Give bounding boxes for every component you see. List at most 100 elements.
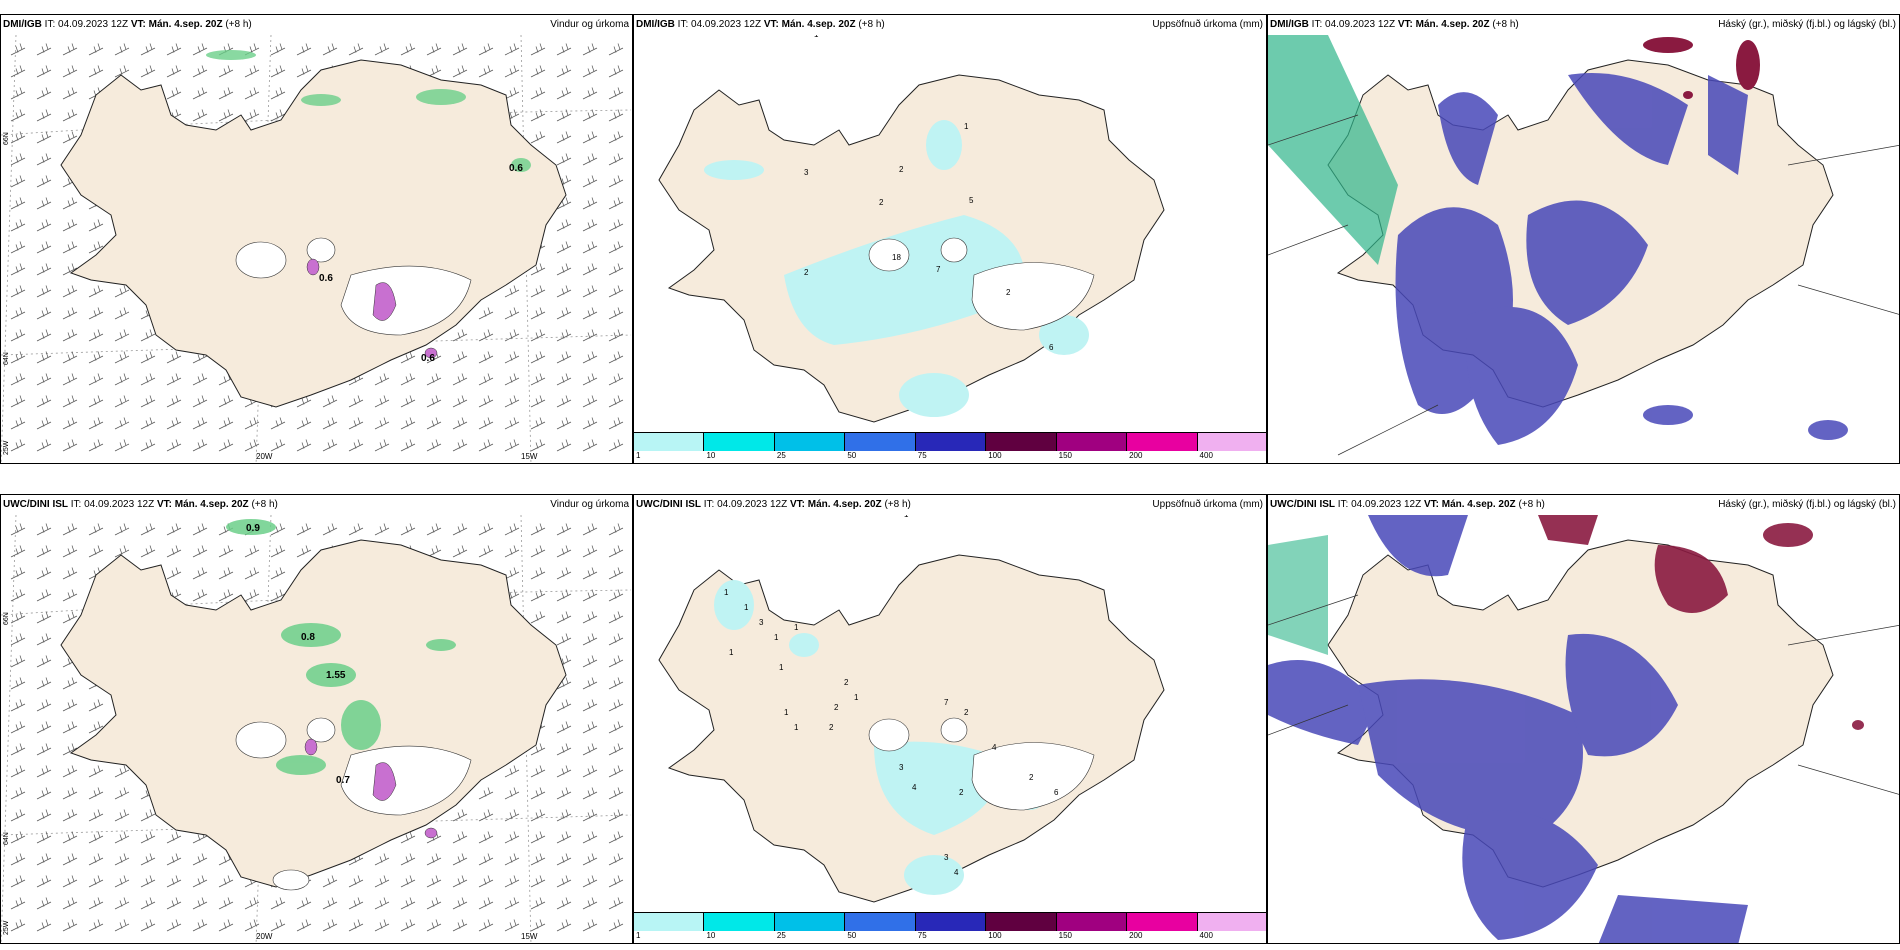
wind-barb [10,263,26,276]
wind-barb [218,897,234,910]
wind-barb [114,285,130,298]
wind-barb [218,439,234,452]
wind-barb [10,109,26,122]
wind-barb [62,197,78,210]
wind-barb [608,743,624,756]
wind-barb [556,765,572,778]
wind-barb [270,897,286,910]
wind-barb [114,43,130,56]
precip-value-label: 1 [854,693,859,702]
wind-barb [114,765,130,778]
colorbar-swatch [774,433,846,451]
panel-top-left-wind: DMI/IGB IT: 04.09.2023 12Z VT: Mán. 4.se… [0,14,633,464]
wind-barb [62,263,78,276]
wind-barb [62,351,78,364]
precip-value-label: 1 [779,663,784,672]
wind-barb [348,43,364,56]
wind-barb [556,721,572,734]
wind-barb [374,43,390,56]
wind-barb [62,307,78,320]
colorbar-swatch [1056,433,1128,451]
wind-barb [556,285,572,298]
colorbar-swatch [1197,913,1266,931]
wind-barb [556,307,572,320]
wind-barb [478,307,494,320]
colorbar-tick: 25 [776,931,786,940]
wind-barb [140,831,156,844]
wind-barb [36,809,52,822]
precip-value-label: 1 [964,122,969,131]
precip-value-label: 2 [899,165,904,174]
wind-barb [192,875,208,888]
colorbar-swatch [704,913,775,931]
wind-barb [530,875,546,888]
wind-barb [36,109,52,122]
wind-barb [374,523,390,536]
wind-barb [582,523,598,536]
wind-barb [556,439,572,452]
wind-barb [608,787,624,800]
wind-barb [36,699,52,712]
wind-barb [504,351,520,364]
wind-barb [504,831,520,844]
panel-bot-right-clouds: UWC/DINI ISL IT: 04.09.2023 12Z VT: Mán.… [1267,494,1900,944]
wind-barb [192,109,208,122]
panel-top-right-clouds: DMI/IGB IT: 04.09.2023 12Z VT: Mán. 4.se… [1267,14,1900,464]
wind-barb [504,875,520,888]
wind-barb [530,87,546,100]
wind-barb [322,417,338,430]
wind-barb [556,633,572,646]
lon-label-15w: 15W [521,452,538,461]
wind-barb [530,523,546,536]
wind-barb [36,523,52,536]
wind-barb [62,919,78,932]
wind-barb [582,765,598,778]
wind-barb [582,897,598,910]
wind-barb [556,677,572,690]
colorbar-swatch [774,913,846,931]
wind-barb [478,831,494,844]
precip-value-label: 5 [969,196,974,205]
wind-barb [452,523,468,536]
wind-barb [426,417,442,430]
wind-barb [530,853,546,866]
wind-barb [10,153,26,166]
wind-barb [10,853,26,866]
wind-barb [166,351,182,364]
wind-barb [114,787,130,800]
wind-barb [608,699,624,712]
wind-barb [140,853,156,866]
panel-top-mid-precip: DMI/IGB IT: 04.09.2023 12Z VT: Mán. 4.se… [633,14,1267,464]
colorbar-swatch [845,913,916,931]
wind-barb [582,743,598,756]
wind-barb [166,567,182,580]
wind-barb [582,219,598,232]
wind-barb [504,787,520,800]
wind-barb [140,809,156,822]
wind-barb [478,853,494,866]
colorbar-tick: 10 [706,931,716,940]
wind-barb [114,395,130,408]
wind-barb [10,373,26,386]
precip-value-label: 6 [1054,788,1059,797]
precip-value-label: 1 [794,723,799,732]
wind-barb [400,875,416,888]
wind-barb [504,395,520,408]
wind-barb [530,263,546,276]
wind-barb [478,787,494,800]
wind-barb [62,523,78,536]
wind-barb [530,351,546,364]
panel-title: UWC/DINI ISL IT: 04.09.2023 12Z VT: Mán.… [3,499,278,510]
wind-barb [426,439,442,452]
wind-barb [348,417,364,430]
wind-barb [88,523,104,536]
wind-barb [530,285,546,298]
wind-barb [166,875,182,888]
wind-barb [140,919,156,932]
wind-barb [36,439,52,452]
wind-barb [582,633,598,646]
wind-barb [400,439,416,452]
wind-barb [10,633,26,646]
wind-barb [504,43,520,56]
wind-barb [582,87,598,100]
